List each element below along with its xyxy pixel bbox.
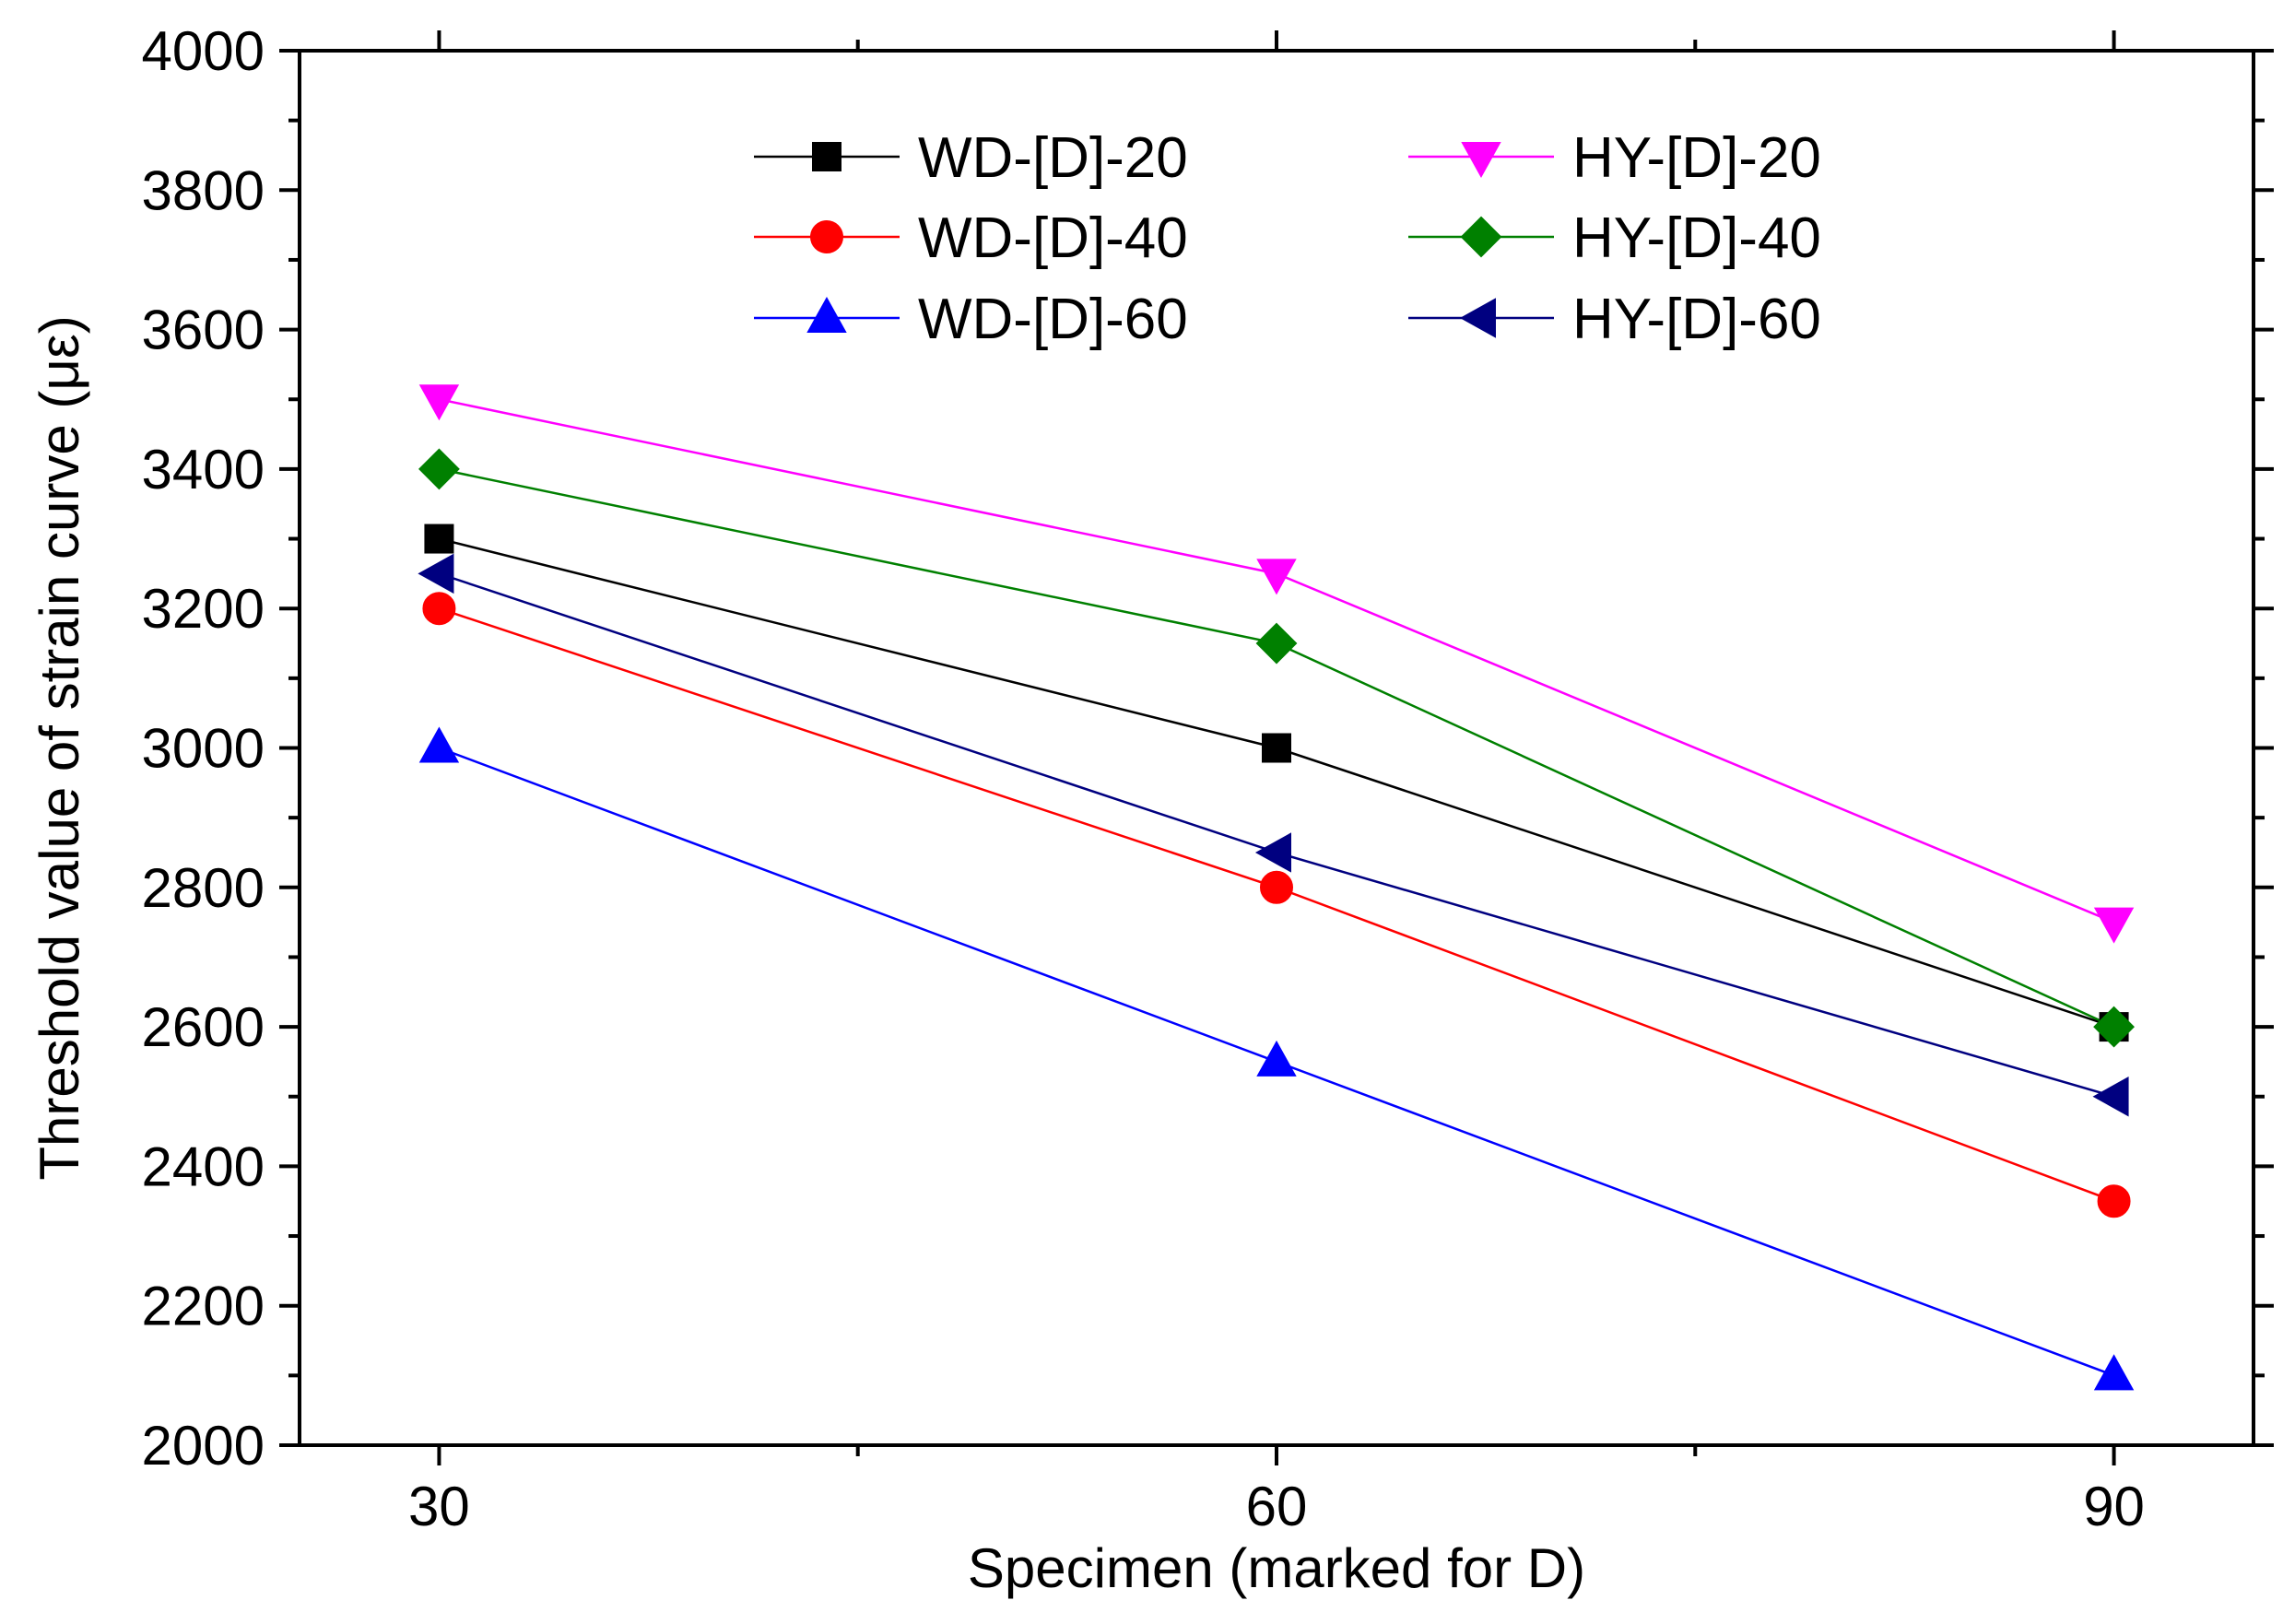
tick-labels: 2000 2200 2400 2600 2800 3000 3200 3400 3600 3800…	[142, 20, 2145, 1537]
y-tick-label: 3400	[142, 439, 265, 500]
legend-marker	[1460, 216, 1502, 258]
y-tick-label: 3600	[142, 300, 265, 361]
y-tick-label: 2600	[142, 996, 265, 1058]
data-point-WD-[D]-40-30	[422, 592, 456, 626]
series-markers	[418, 384, 2135, 1391]
data-point-HY-[D]-40-30	[418, 448, 460, 490]
data-point-WD-[D]-20-30	[424, 524, 454, 554]
data-point-HY-[D]-60-60	[1254, 832, 1291, 873]
y-tick-label: 2200	[142, 1276, 265, 1337]
legend-marker	[1461, 142, 1501, 179]
legend-item: HY-[D]-40	[1408, 206, 1821, 270]
data-point-WD-[D]-20-60	[1262, 733, 1291, 763]
data-point-HY-[D]-20-90	[2093, 907, 2135, 944]
legend-label: WD-[D]-60	[918, 288, 1188, 351]
data-point-WD-[D]-60-90	[2093, 1354, 2135, 1391]
legend-item: WD-[D]-40	[754, 206, 1188, 270]
legend-label: HY-[D]-40	[1572, 206, 1821, 270]
data-point-WD-[D]-40-60	[1260, 870, 1293, 904]
y-axis-title: Threshold value of strain curve (με)	[29, 315, 90, 1180]
y-tick-label: 2000	[142, 1415, 265, 1477]
y-tick-label: 3800	[142, 159, 265, 221]
legend-marker	[1459, 298, 1496, 338]
x-axis-title: Specimen (marked for D)	[968, 1537, 1585, 1599]
legend-label: WD-[D]-40	[918, 206, 1188, 270]
legend-marker	[810, 220, 843, 253]
legend-label: HY-[D]-20	[1572, 126, 1821, 190]
y-tick-label: 3200	[142, 578, 265, 640]
data-point-HY-[D]-20-60	[1256, 559, 1297, 595]
y-tick-label: 2800	[142, 857, 265, 919]
legend-item: WD-[D]-60	[754, 288, 1188, 351]
series-line-WD-[D]-40	[439, 607, 2115, 1203]
y-tick-label: 2400	[142, 1136, 265, 1197]
x-tick-label: 30	[408, 1476, 470, 1537]
data-point-HY-[D]-60-30	[418, 553, 454, 594]
data-point-WD-[D]-60-30	[418, 726, 460, 763]
data-point-WD-[D]-60-60	[1256, 1040, 1297, 1077]
x-tick-label: 90	[2083, 1476, 2145, 1537]
data-point-HY-[D]-60-90	[2092, 1077, 2129, 1117]
legend-item: HY-[D]-60	[1408, 288, 1821, 351]
legend: WD-[D]-20 WD-[D]-40 WD-[D]-60 HY-[D]-20 HY-[…	[754, 126, 1821, 351]
x-tick-label: 60	[1246, 1476, 1308, 1537]
legend-marker	[812, 142, 841, 171]
legend-item: HY-[D]-20	[1408, 126, 1821, 190]
legend-label: WD-[D]-20	[918, 126, 1188, 190]
y-tick-label: 4000	[142, 20, 265, 82]
data-point-WD-[D]-40-90	[2097, 1184, 2131, 1218]
data-point-HY-[D]-40-60	[1255, 622, 1298, 665]
axis-ticks	[279, 30, 2274, 1465]
legend-marker	[806, 296, 847, 333]
legend-label: HY-[D]-60	[1572, 288, 1821, 351]
legend-item: WD-[D]-20	[754, 126, 1188, 190]
series-line-WD-[D]-20	[439, 537, 2114, 1029]
data-point-HY-[D]-20-30	[418, 384, 460, 421]
data-point-HY-[D]-40-90	[2093, 1006, 2135, 1048]
y-tick-label: 3000	[142, 718, 265, 780]
